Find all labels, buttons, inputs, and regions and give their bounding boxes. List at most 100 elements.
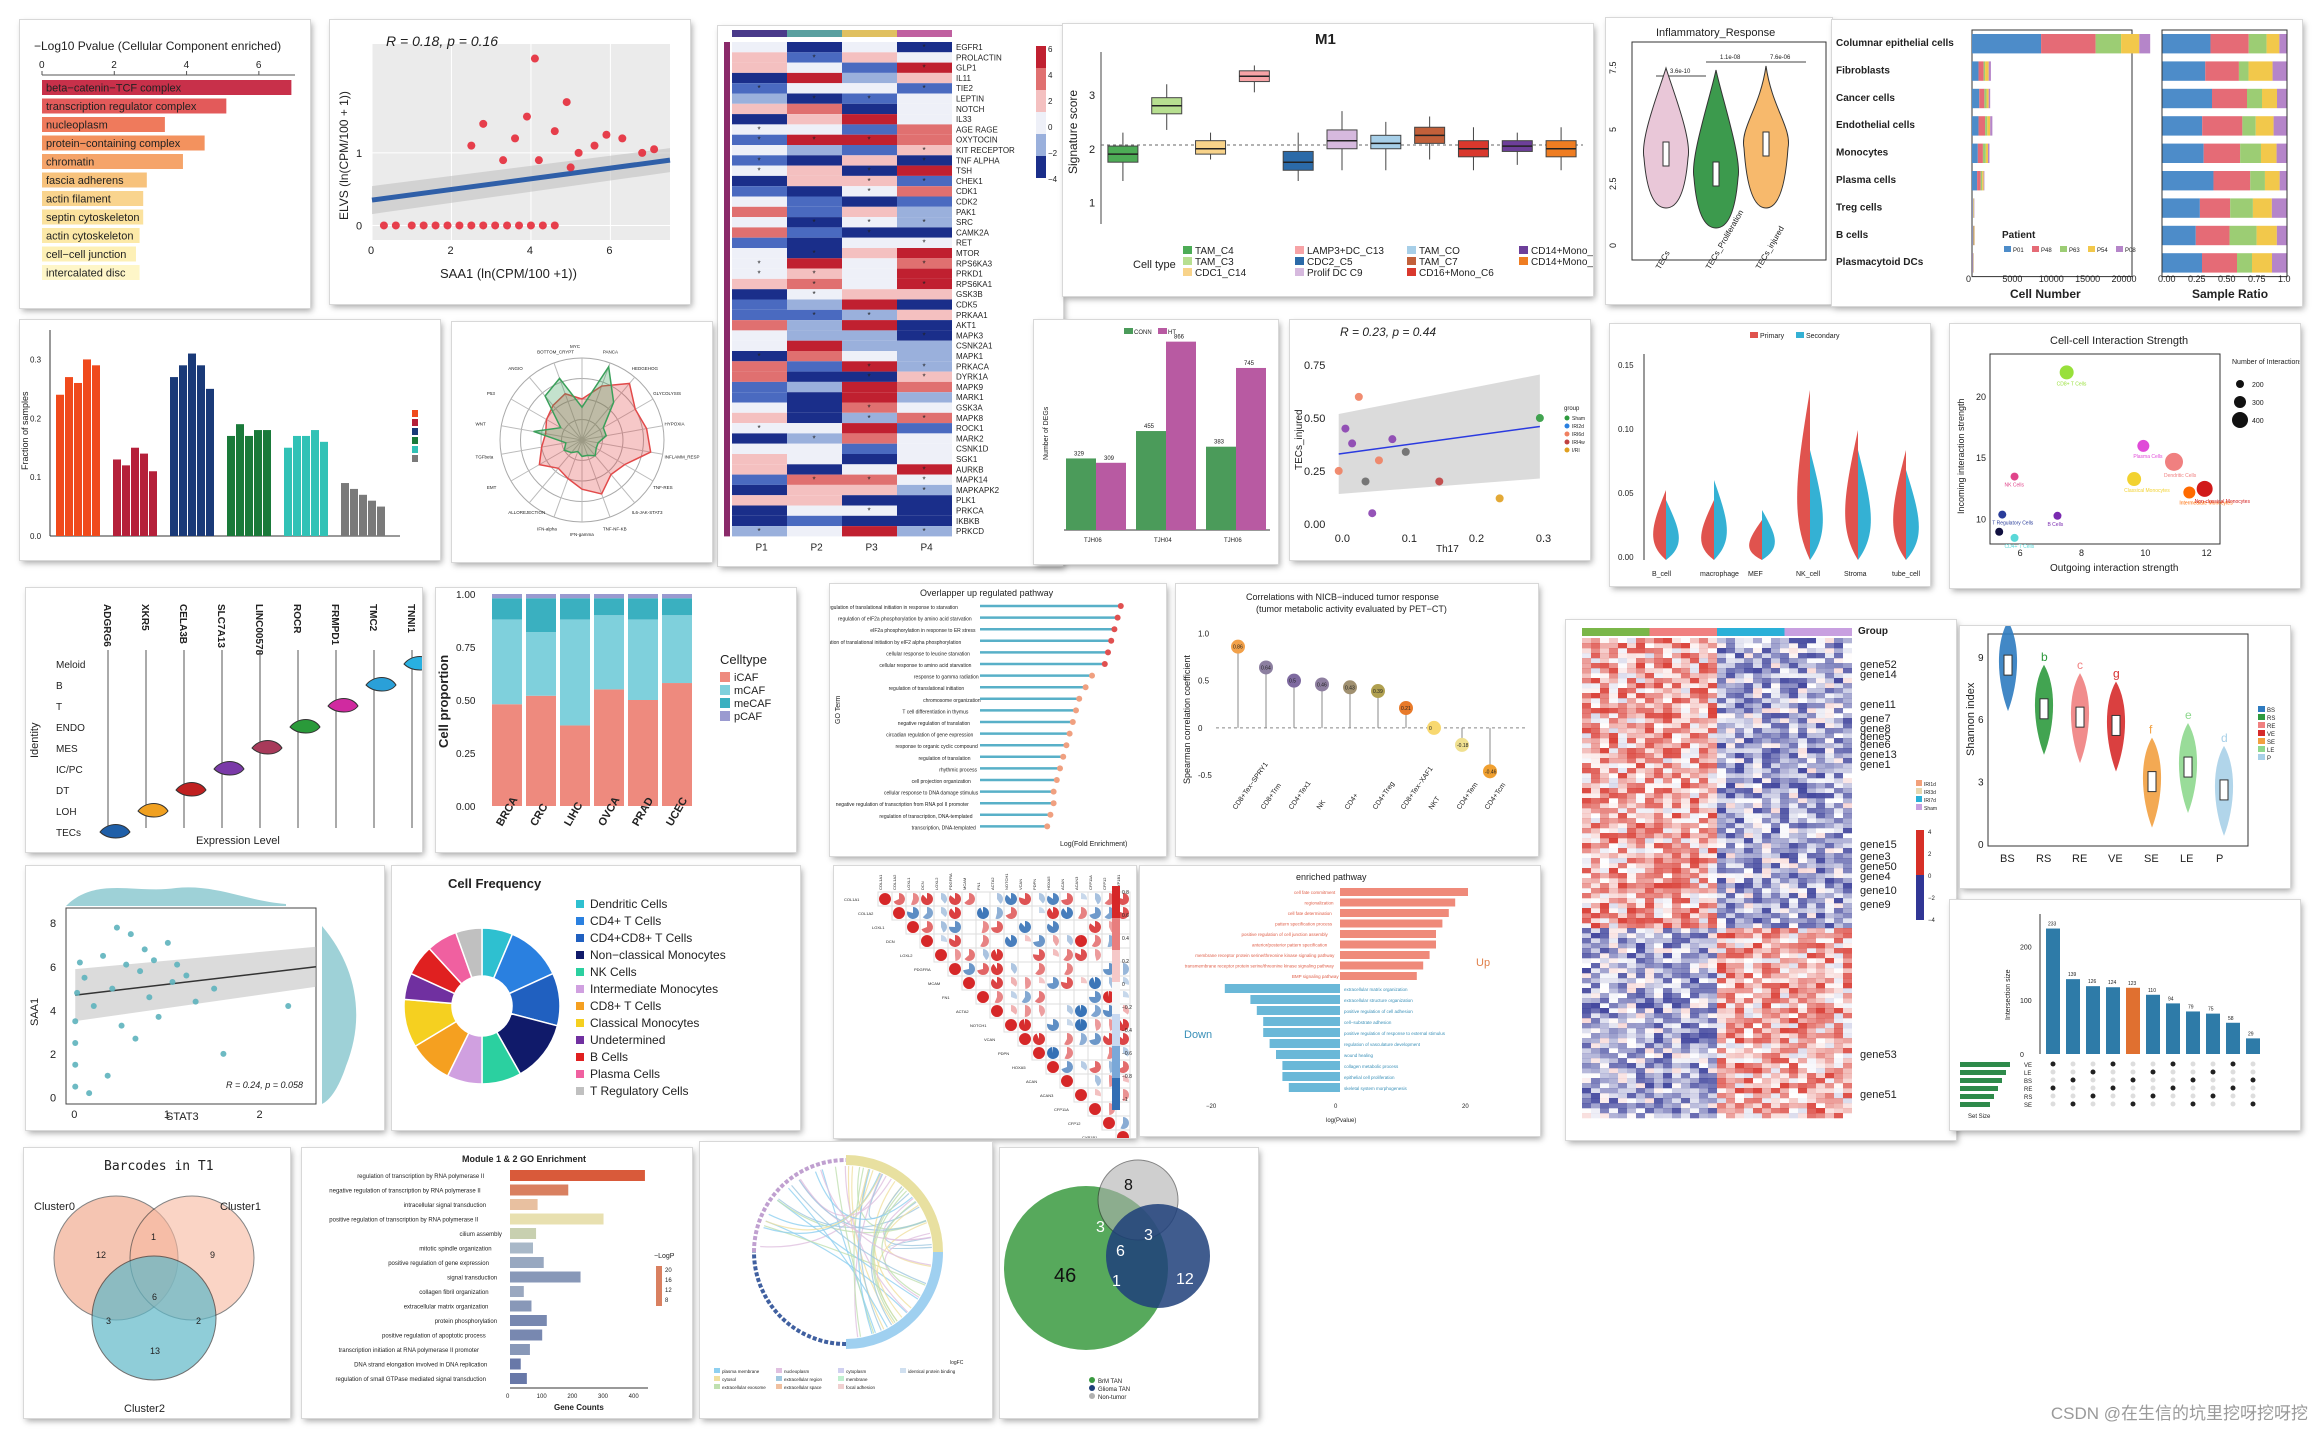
heatmap-cell: [1717, 1023, 1726, 1029]
region-count: 3: [1096, 1219, 1105, 1236]
heatmap-cell: [842, 361, 897, 372]
marginal-density-y: [322, 926, 357, 1104]
heatmap-cell: [1735, 663, 1744, 669]
row-label: NOTCH: [956, 105, 985, 114]
heatmap-cell: [1726, 923, 1735, 929]
heatmap-cell: [1636, 763, 1645, 769]
heatmap-cell: [1816, 698, 1825, 704]
legend-swatch: [1916, 804, 1922, 810]
heatmap-cell: [1816, 733, 1825, 739]
fit-line: [1338, 425, 1540, 455]
heatmap-cell: [1834, 738, 1843, 744]
heatmap-cell: [787, 103, 842, 115]
heatmap-cell: [1618, 1093, 1627, 1099]
heatmap-cell: [787, 412, 842, 424]
heatmap-cell: [1645, 1108, 1654, 1114]
heatmap-cell: [1780, 1048, 1789, 1054]
bar: [149, 471, 157, 536]
heatmap-cell: [1681, 918, 1690, 924]
x-tick-label: CD4+: [1344, 792, 1360, 811]
heatmap-cell: [1816, 1113, 1825, 1119]
heatmap-cell: [1807, 863, 1816, 869]
heatmap-cell: [1816, 1018, 1825, 1024]
heatmap-cell: [1654, 1083, 1663, 1089]
heatmap-cell: [1789, 1068, 1798, 1074]
heatmap-cell: [1582, 1098, 1591, 1104]
heatmap-cell: [1834, 783, 1843, 789]
bar: [83, 359, 91, 536]
heatmap-cell: [1681, 773, 1690, 779]
correlation-pie: [1095, 949, 1101, 961]
heatmap-cell: [1600, 1058, 1609, 1064]
heatmap-cell: [1672, 913, 1681, 919]
heatmap-cell: [1816, 818, 1825, 824]
heatmap-cell: [1726, 1018, 1735, 1024]
heatmap-cell: [1726, 653, 1735, 659]
significance-letter: f: [2149, 723, 2153, 737]
heatmap-cell: [1618, 1063, 1627, 1069]
heatmap-cell: [1789, 638, 1798, 644]
heatmap-cell: [1654, 868, 1663, 874]
correlation-pie: [1011, 1005, 1017, 1015]
heatmap-cell: [1735, 1103, 1744, 1109]
correlation-pie: [1063, 949, 1073, 961]
heatmap-cell: [1663, 863, 1672, 869]
heatmap-cell: [1834, 913, 1843, 919]
up-bar: [1340, 898, 1456, 907]
heatmap-cell: [1699, 1053, 1708, 1059]
heatmap-cell: [787, 114, 842, 125]
heatmap-cell: [1834, 828, 1843, 834]
heatmap-cell: [1690, 1063, 1699, 1069]
down-term-label: positive regulation of response to exter…: [1344, 1031, 1446, 1036]
heatmap-cell: [1636, 823, 1645, 829]
heatmap-cell: [1771, 903, 1780, 909]
heatmap-cell: [1771, 883, 1780, 889]
scale-label: 2: [1928, 852, 1932, 858]
heatmap-cell: [1591, 1093, 1600, 1099]
heatmap-cell: [897, 371, 952, 382]
heatmap-cell: [1717, 728, 1726, 734]
lollipop-head: [1053, 777, 1060, 783]
heatmap-cell: [1807, 793, 1816, 799]
heatmap-cell: [1636, 978, 1645, 983]
term-label: cellular response to amino acid starvati…: [879, 663, 971, 669]
heatmap-cell: [1807, 728, 1816, 734]
heatmap-cell: [1726, 813, 1735, 819]
chord-link: [868, 1173, 910, 1220]
heatmap-cell: [1807, 1043, 1816, 1049]
heatmap-cell: [1753, 748, 1762, 754]
legend-label: cytoplasm: [846, 1369, 867, 1374]
heatmap-cell: [1780, 1038, 1789, 1044]
heatmap-cell: [1681, 843, 1690, 849]
heatmap-cell: [1663, 743, 1672, 749]
heatmap-cell: [1681, 758, 1690, 763]
data-point: [104, 1072, 111, 1079]
heatmap-cell: [1681, 1098, 1690, 1104]
heatmap-cell: [1663, 1078, 1672, 1084]
set-dot: [2210, 1085, 2216, 1091]
significance-mark: *: [813, 218, 816, 227]
heatmap-cell: [1807, 693, 1816, 699]
x-tick-label: P: [2216, 853, 2223, 865]
set-dot: [2190, 1077, 2196, 1083]
heatmap-cell: [1798, 1013, 1807, 1019]
heatmap-cell: [1807, 938, 1816, 944]
stacked-bar: [1978, 61, 1984, 81]
row-label: MAPK14: [956, 476, 988, 485]
legend-swatch: [714, 1384, 720, 1389]
heatmap-cell: [1699, 868, 1708, 874]
heatmap-cell: [1717, 678, 1726, 684]
heatmap-cell: [1771, 1003, 1780, 1008]
heatmap-cell: [1609, 718, 1618, 724]
heatmap-cell: [1744, 768, 1753, 774]
heatmap-cell: [1690, 748, 1699, 754]
heatmap-cell: [1780, 978, 1789, 984]
heatmap-cell: [1663, 858, 1672, 864]
heatmap-cell: [1636, 1083, 1645, 1089]
heatmap-cell: [1735, 668, 1744, 674]
row-label: MAPK1: [956, 352, 984, 361]
legend-marker: [1089, 1393, 1095, 1399]
lollipop-head: [1101, 661, 1108, 667]
heatmap-cell: [1627, 1108, 1636, 1114]
heatmap-cell: [1636, 883, 1645, 889]
